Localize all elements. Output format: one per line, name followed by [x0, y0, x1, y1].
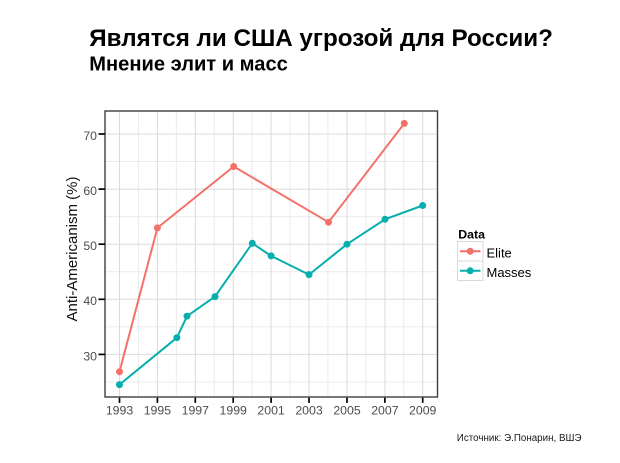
- svg-text:Мнение элит и масс: Мнение элит и масс: [89, 53, 287, 75]
- svg-text:2001: 2001: [257, 404, 285, 418]
- svg-text:2009: 2009: [409, 404, 437, 418]
- svg-text:Anti-Americanism (%): Anti-Americanism (%): [64, 176, 81, 321]
- svg-text:30: 30: [83, 349, 97, 363]
- svg-text:60: 60: [83, 184, 97, 198]
- svg-text:1999: 1999: [220, 404, 248, 418]
- svg-text:2005: 2005: [333, 404, 361, 418]
- svg-text:1995: 1995: [144, 404, 172, 418]
- svg-text:2007: 2007: [371, 404, 399, 418]
- svg-text:Masses: Masses: [487, 265, 532, 280]
- svg-text:1997: 1997: [182, 404, 210, 418]
- svg-text:40: 40: [83, 294, 97, 308]
- svg-text:1993: 1993: [106, 404, 134, 418]
- svg-text:Источник: Э.Понарин, ВШЭ: Источник: Э.Понарин, ВШЭ: [457, 433, 582, 444]
- svg-text:70: 70: [83, 129, 97, 143]
- svg-text:50: 50: [83, 239, 97, 253]
- svg-text:Являтся ли США угрозой для Рос: Являтся ли США угрозой для России?: [89, 25, 553, 52]
- svg-text:Elite: Elite: [487, 245, 512, 260]
- svg-text:2003: 2003: [295, 404, 323, 418]
- svg-text:Data: Data: [458, 227, 485, 241]
